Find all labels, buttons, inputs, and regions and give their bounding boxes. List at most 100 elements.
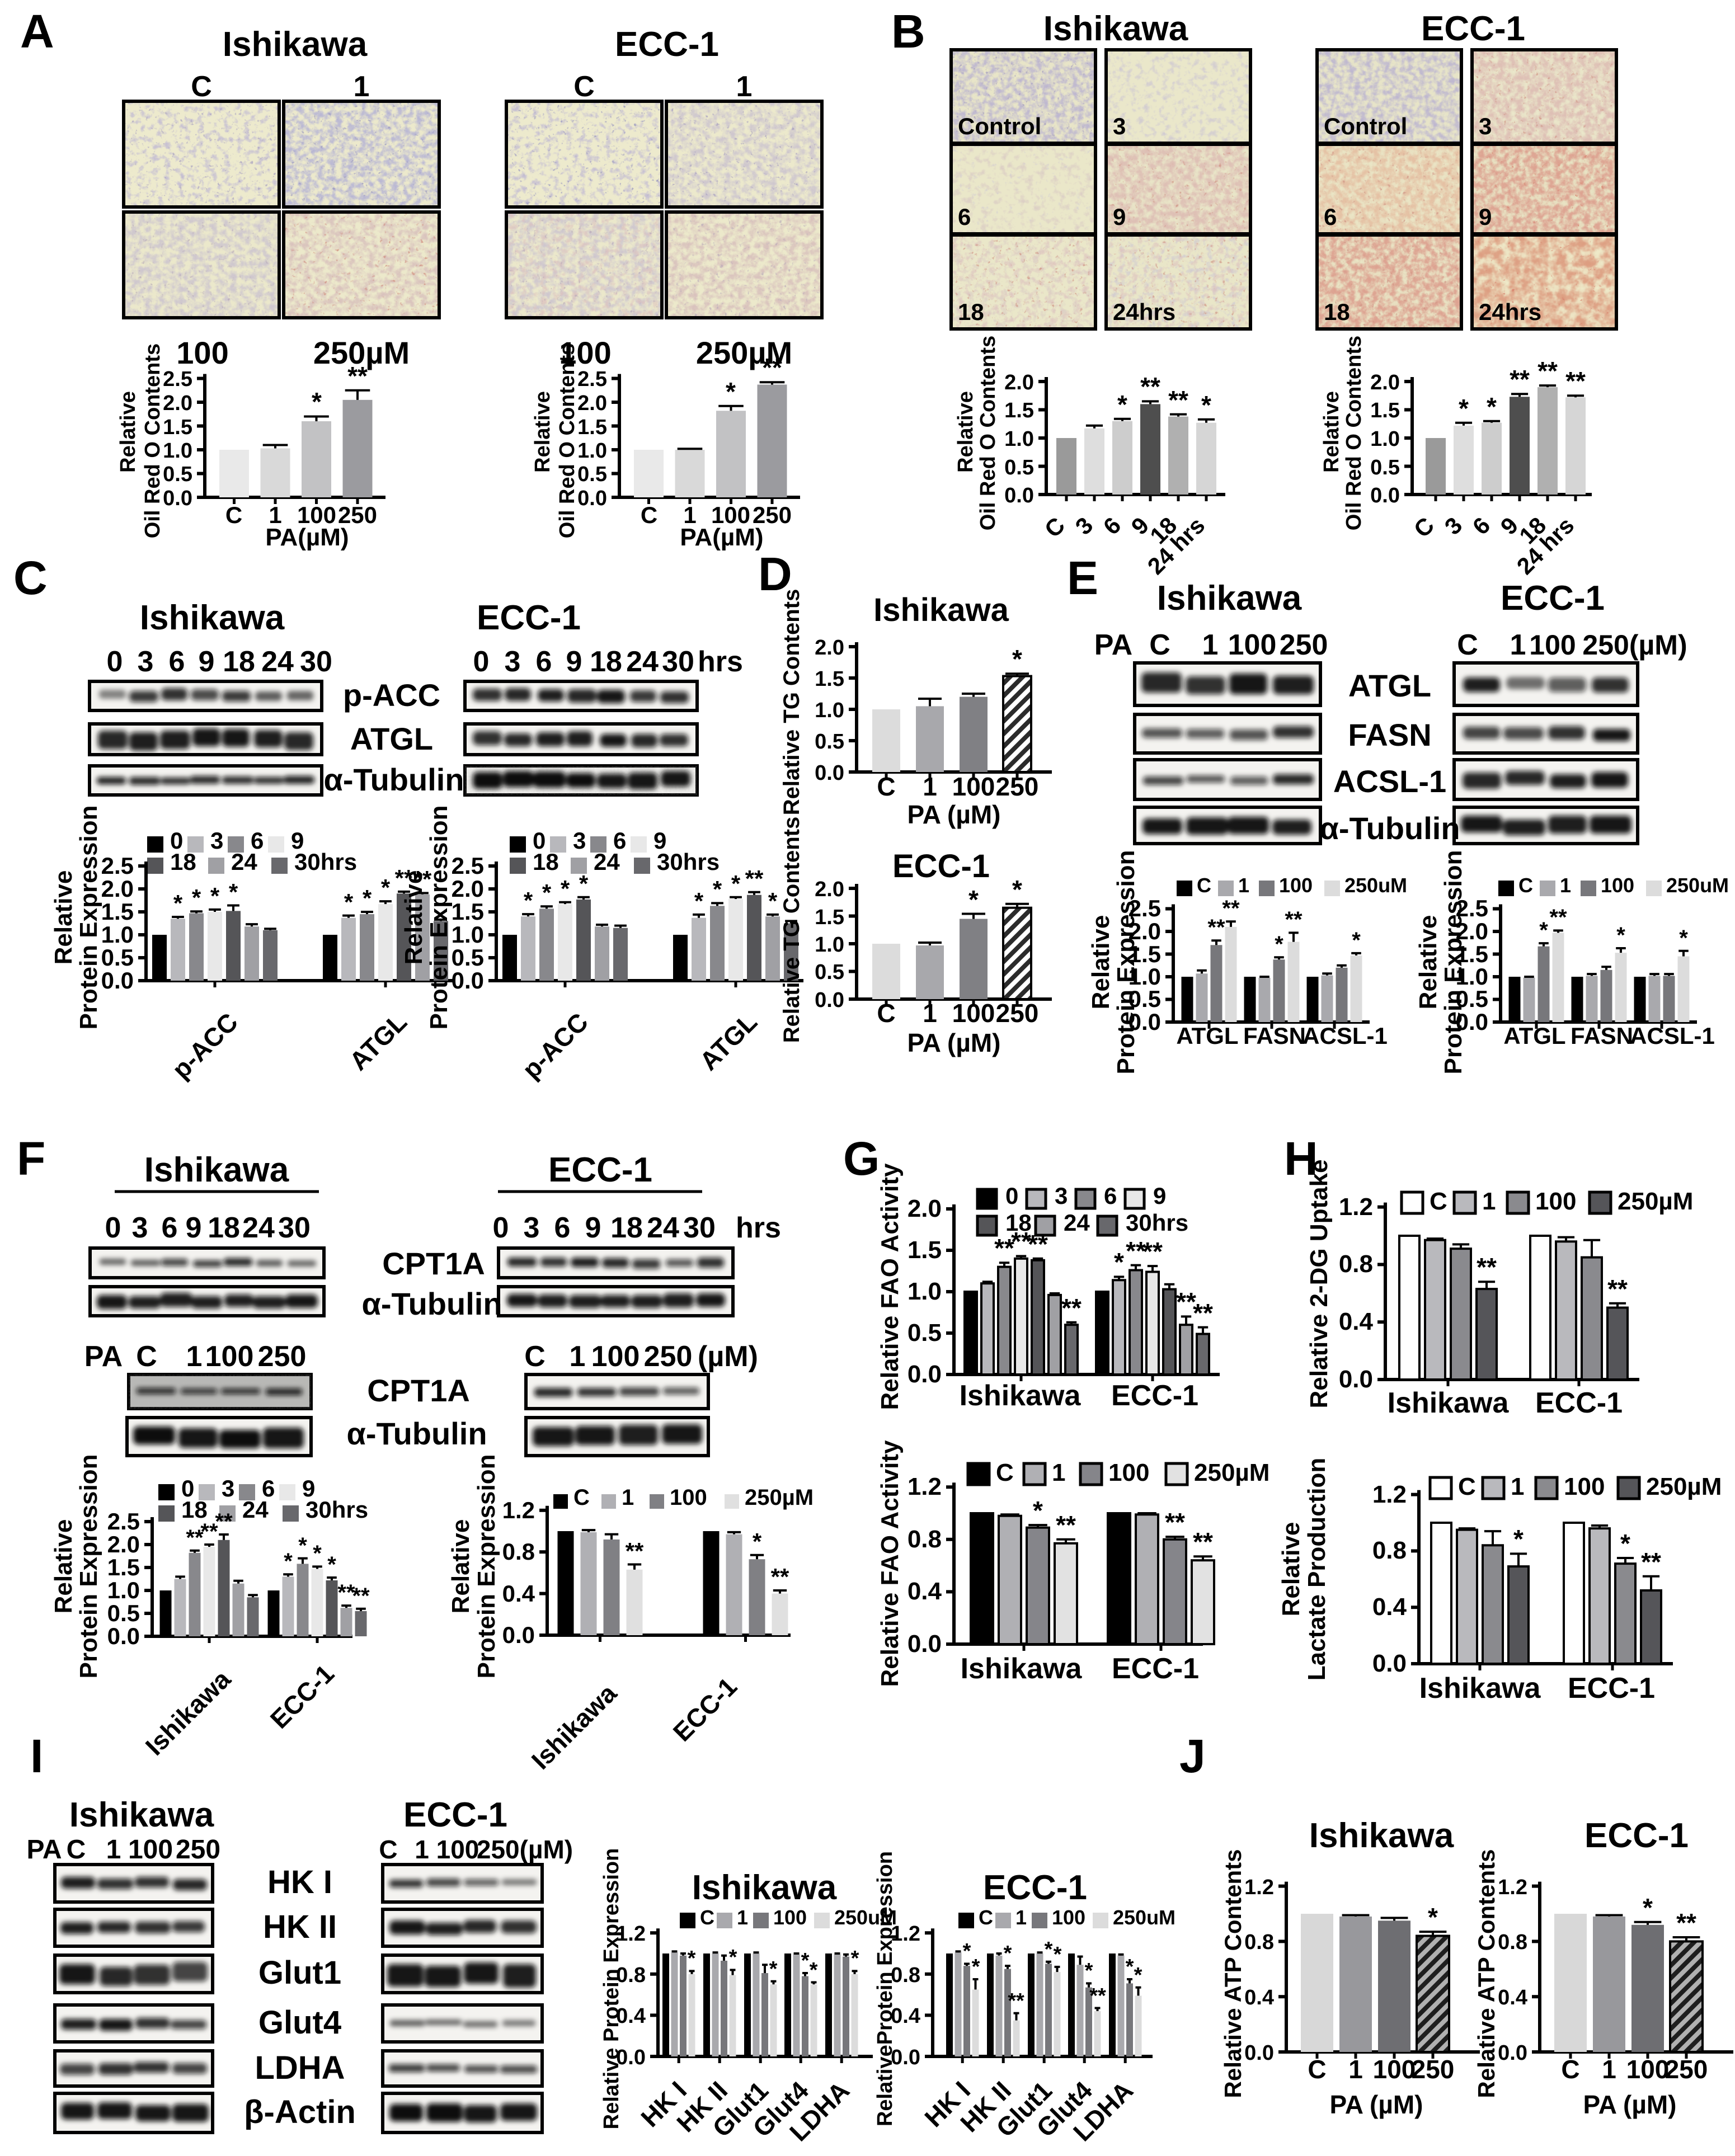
svg-text:2.0: 2.0 <box>452 875 484 902</box>
svg-text:**: ** <box>186 1526 204 1550</box>
svg-text:*: * <box>1459 394 1469 423</box>
svg-text:Protein Expression: Protein Expression <box>425 805 453 1029</box>
svg-text:ECC-1: ECC-1 <box>1111 1380 1198 1412</box>
svg-text:1: 1 <box>1602 2055 1616 2084</box>
svg-text:Ishikawa: Ishikawa <box>140 599 285 637</box>
svg-text:1: 1 <box>736 70 753 103</box>
svg-text:1: 1 <box>1511 1473 1524 1500</box>
svg-text:Ishikawa: Ishikawa <box>873 592 1009 628</box>
svg-text:250: 250 <box>1665 2055 1708 2084</box>
svg-text:Relative ATP Contents: Relative ATP Contents <box>1473 1849 1499 2098</box>
svg-text:**: ** <box>1140 372 1160 401</box>
svg-text:1.0: 1.0 <box>1456 963 1488 990</box>
svg-text:1: 1 <box>1482 1188 1496 1215</box>
svg-text:1.2: 1.2 <box>908 1473 942 1500</box>
svg-text:**: ** <box>1056 1510 1076 1540</box>
svg-text:FASN: FASN <box>1348 717 1431 752</box>
svg-text:0.8: 0.8 <box>502 1538 535 1565</box>
svg-text:Relative: Relative <box>1320 391 1343 473</box>
svg-text:9: 9 <box>302 1475 315 1501</box>
svg-text:1.2: 1.2 <box>891 1922 920 1946</box>
svg-text:24: 24 <box>647 1212 679 1244</box>
svg-text:F: F <box>17 1132 45 1185</box>
svg-text:Oil Red O Contents: Oil Red O Contents <box>976 336 1000 530</box>
svg-text:Ishikawa: Ishikawa <box>144 1151 289 1189</box>
svg-text:*: * <box>381 874 391 901</box>
svg-text:0.8: 0.8 <box>616 1964 646 1987</box>
svg-text:PA (µM): PA (µM) <box>907 800 1000 829</box>
svg-text:250(µM): 250(µM) <box>1582 629 1687 661</box>
svg-text:100: 100 <box>1529 629 1576 661</box>
svg-text:C: C <box>700 1906 714 1929</box>
svg-text:C: C <box>67 1835 86 1865</box>
svg-text:30hrs: 30hrs <box>305 1496 368 1523</box>
svg-text:100: 100 <box>297 502 336 528</box>
svg-text:1: 1 <box>923 772 937 801</box>
svg-text:1.5: 1.5 <box>101 898 134 925</box>
svg-text:18: 18 <box>1324 299 1350 325</box>
svg-text:**: ** <box>1510 365 1530 394</box>
svg-text:250µM: 250µM <box>1194 1459 1269 1486</box>
svg-text:2.0: 2.0 <box>107 1531 140 1557</box>
svg-text:**: ** <box>1193 1527 1213 1556</box>
svg-text:9: 9 <box>1479 204 1492 230</box>
svg-text:*: * <box>1620 1529 1630 1558</box>
svg-text:0.4: 0.4 <box>1372 1593 1407 1621</box>
svg-text:0.0: 0.0 <box>101 967 134 994</box>
svg-text:*: * <box>769 1957 778 1981</box>
svg-text:hrs: hrs <box>698 646 743 678</box>
svg-text:100: 100 <box>436 1835 479 1864</box>
svg-text:100: 100 <box>952 772 995 801</box>
svg-text:**: ** <box>1008 1989 1024 2013</box>
svg-text:Ishikawa: Ishikawa <box>1388 1387 1510 1419</box>
svg-text:3: 3 <box>573 827 586 854</box>
svg-text:ATGL: ATGL <box>1348 668 1431 703</box>
svg-text:J: J <box>1179 1730 1206 1782</box>
svg-text:1: 1 <box>1560 874 1571 897</box>
svg-text:**: ** <box>994 1234 1014 1263</box>
svg-text:*: * <box>229 879 238 905</box>
svg-text:ECC-1: ECC-1 <box>983 1868 1087 1907</box>
svg-text:0: 0 <box>105 1212 121 1244</box>
svg-text:2.5: 2.5 <box>163 368 192 391</box>
svg-text:Glut4: Glut4 <box>258 2004 341 2041</box>
svg-text:2.0: 2.0 <box>101 875 134 902</box>
svg-text:0.4: 0.4 <box>502 1580 535 1607</box>
svg-text:0: 0 <box>473 646 490 678</box>
svg-text:C: C <box>996 1459 1014 1486</box>
svg-text:C: C <box>877 772 895 801</box>
svg-text:C: C <box>1561 2055 1579 2084</box>
svg-text:Relative TG Contents: Relative TG Contents <box>779 589 804 816</box>
svg-text:Relative ATP Contents: Relative ATP Contents <box>1220 1849 1246 2098</box>
svg-text:9: 9 <box>566 646 582 678</box>
svg-text:0.4: 0.4 <box>616 2004 646 2028</box>
svg-text:**: ** <box>1089 1984 1106 2008</box>
svg-text:30: 30 <box>683 1212 716 1244</box>
svg-text:**: ** <box>1565 366 1586 396</box>
svg-text:6: 6 <box>262 1475 275 1501</box>
svg-text:0.5: 0.5 <box>1004 456 1034 479</box>
svg-text:Ishikawa: Ishikawa <box>1309 1816 1454 1855</box>
svg-text:**: ** <box>1207 915 1225 940</box>
svg-text:*: * <box>1513 1524 1524 1554</box>
svg-text:C: C <box>877 999 895 1028</box>
svg-text:24hrs: 24hrs <box>1479 299 1541 325</box>
svg-text:HK I: HK I <box>267 1864 332 1900</box>
svg-text:Relative FAO Activity: Relative FAO Activity <box>876 1163 904 1410</box>
svg-text:0.0: 0.0 <box>616 2046 646 2069</box>
svg-text:1: 1 <box>1510 629 1526 661</box>
svg-text:*: * <box>729 1946 737 1969</box>
svg-text:**: ** <box>337 1580 355 1605</box>
svg-text:3: 3 <box>505 646 521 678</box>
svg-text:0.8: 0.8 <box>1339 1250 1373 1278</box>
svg-text:0: 0 <box>1005 1183 1018 1209</box>
svg-text:*: * <box>1539 918 1548 943</box>
svg-text:18: 18 <box>958 299 984 325</box>
svg-text:0.8: 0.8 <box>891 1964 920 1987</box>
svg-text:0.5: 0.5 <box>101 944 134 971</box>
svg-text:1: 1 <box>923 999 937 1028</box>
svg-text:C: C <box>641 502 657 528</box>
svg-text:*: * <box>1117 390 1127 419</box>
svg-text:6: 6 <box>536 646 552 678</box>
svg-text:0.4: 0.4 <box>908 1578 942 1605</box>
